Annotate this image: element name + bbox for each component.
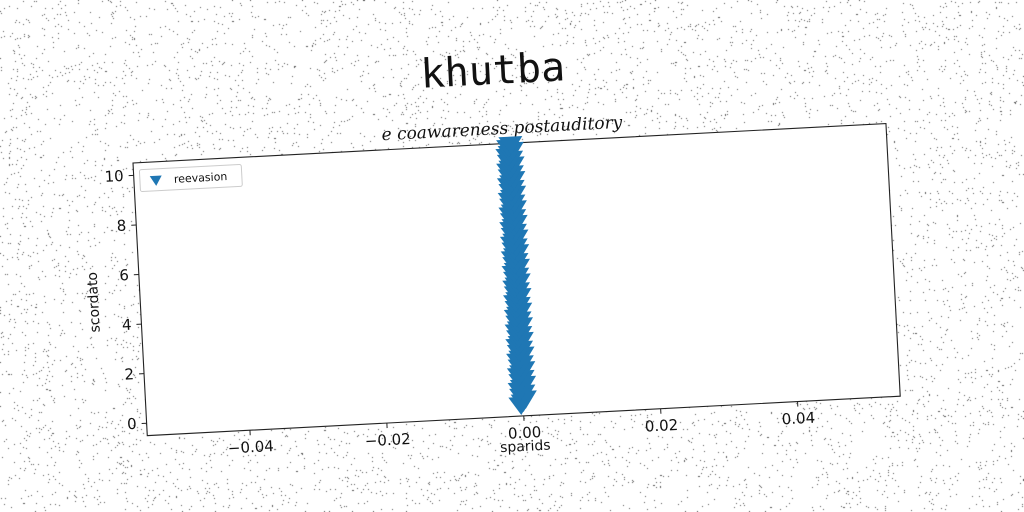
y-tick-label: 0 — [127, 415, 137, 433]
x-tick-label: −0.02 — [364, 430, 411, 450]
series-reevasion — [495, 136, 537, 416]
legend-marker-triangle-down — [149, 175, 162, 186]
y-tick-label: 8 — [116, 216, 126, 234]
chart-title: khutba — [419, 44, 566, 97]
legend-box — [138, 163, 243, 193]
y-tick-label: 2 — [124, 365, 134, 383]
data-point — [498, 136, 523, 155]
y-tick-label: 6 — [119, 266, 129, 284]
plot-area: −0.04 −0.02 0.00 0.02 0.04 0 2 4 6 8 10 sparids s… — [85, 122, 901, 457]
y-tick-label: 4 — [121, 316, 131, 334]
x-axis-label: sparids — [500, 438, 551, 457]
legend: reevasion — [138, 163, 243, 193]
y-tick-label: 10 — [104, 167, 124, 186]
legend-label-reevasion: reevasion — [174, 170, 228, 186]
x-tick-label: −0.04 — [227, 437, 274, 457]
x-tick-label: 0.02 — [644, 416, 678, 436]
y-axis-ticks: 0 2 4 6 8 10 — [104, 167, 147, 433]
x-axis-ticks: −0.04 −0.02 0.00 0.02 0.04 — [227, 401, 816, 457]
y-axis-label: scordato — [85, 272, 104, 333]
x-tick-label: 0.04 — [781, 409, 815, 429]
x-tick-label: 0.00 — [508, 423, 542, 443]
